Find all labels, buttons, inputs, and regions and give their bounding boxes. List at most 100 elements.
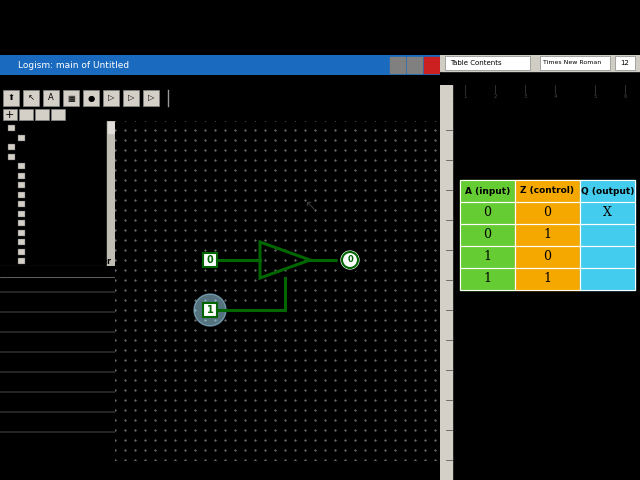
Bar xyxy=(83,90,99,106)
Text: Label Location: Label Location xyxy=(2,398,58,408)
Bar xyxy=(18,201,25,207)
Text: OR Gate: OR Gate xyxy=(36,190,68,199)
Bar xyxy=(108,122,114,133)
Bar xyxy=(580,246,635,268)
Bar xyxy=(143,90,159,106)
Bar xyxy=(515,202,580,224)
Text: SansSerif Plain 12: SansSerif Plain 12 xyxy=(58,419,127,428)
Text: 1: 1 xyxy=(463,95,467,99)
Bar xyxy=(23,90,39,106)
Bar xyxy=(18,220,25,226)
Bar xyxy=(8,125,15,131)
Bar xyxy=(18,229,25,236)
Text: Three-state?: Three-state? xyxy=(2,338,51,348)
Text: Buffer: Buffer xyxy=(36,171,60,180)
Text: Logism: main of Untitled: Logism: main of Untitled xyxy=(18,60,129,70)
Text: NAND Gate: NAND Gate xyxy=(36,200,79,208)
Bar xyxy=(460,246,515,268)
Bar xyxy=(460,268,515,290)
FancyBboxPatch shape xyxy=(445,56,530,70)
Text: Help: Help xyxy=(205,77,225,86)
Text: File: File xyxy=(5,77,19,86)
FancyBboxPatch shape xyxy=(615,56,635,70)
Bar xyxy=(424,57,439,73)
Bar xyxy=(515,202,580,224)
Text: 1: 1 xyxy=(543,228,552,241)
Text: Pin: Pin xyxy=(49,267,65,276)
Text: X: X xyxy=(603,206,612,219)
Bar xyxy=(460,224,515,246)
Text: Label Font: Label Font xyxy=(2,419,42,428)
Text: A: A xyxy=(178,253,186,266)
Bar xyxy=(18,249,25,254)
Bar xyxy=(43,90,59,106)
Text: Project: Project xyxy=(55,77,84,86)
Bar xyxy=(460,268,515,290)
Text: Gates: Gates xyxy=(26,152,49,161)
Text: 12: 12 xyxy=(621,60,629,66)
Bar xyxy=(580,202,635,224)
Bar xyxy=(103,90,119,106)
Bar xyxy=(515,224,580,246)
Bar xyxy=(580,224,635,246)
Text: 1: 1 xyxy=(483,273,492,286)
Text: Q (output): Q (output) xyxy=(581,187,634,195)
Text: ↖: ↖ xyxy=(304,198,316,212)
Bar xyxy=(18,163,25,169)
Bar xyxy=(515,224,580,246)
Text: West: West xyxy=(58,398,77,408)
Bar xyxy=(203,303,217,317)
FancyBboxPatch shape xyxy=(540,56,610,70)
Text: No: No xyxy=(58,299,68,308)
Text: NOT Gate: NOT Gate xyxy=(36,161,73,170)
Text: A: A xyxy=(48,94,54,103)
Bar xyxy=(390,57,405,73)
Text: 0: 0 xyxy=(207,255,213,265)
Bar xyxy=(3,90,19,106)
Bar xyxy=(580,268,635,290)
Text: Z (control): Z (control) xyxy=(520,187,575,195)
Bar xyxy=(18,258,25,264)
Bar xyxy=(8,277,15,283)
Bar xyxy=(580,268,635,290)
Text: 0: 0 xyxy=(483,206,492,219)
Text: ▦: ▦ xyxy=(67,94,75,103)
Text: ●: ● xyxy=(88,94,95,103)
Text: XOR Gate: XOR Gate xyxy=(36,218,73,228)
Bar xyxy=(19,109,33,120)
Bar xyxy=(460,246,515,268)
Circle shape xyxy=(342,252,358,268)
Bar xyxy=(580,202,635,224)
Text: ⬆: ⬆ xyxy=(8,94,15,103)
Text: Edit: Edit xyxy=(30,77,46,86)
Text: 0: 0 xyxy=(543,251,552,264)
Bar xyxy=(18,172,25,179)
Bar xyxy=(580,180,635,202)
Text: Z: Z xyxy=(178,303,186,316)
Text: AND Gate: AND Gate xyxy=(36,180,74,190)
Bar xyxy=(8,154,15,159)
Bar xyxy=(515,246,580,268)
Circle shape xyxy=(339,249,361,271)
Bar xyxy=(123,90,139,106)
Text: ▷: ▷ xyxy=(148,94,154,103)
Text: ↖: ↖ xyxy=(28,94,35,103)
Bar xyxy=(63,90,79,106)
Text: A (input): A (input) xyxy=(465,187,510,195)
Text: Data Bits: Data Bits xyxy=(2,319,37,327)
Text: ▷: ▷ xyxy=(108,94,115,103)
Text: East: East xyxy=(58,278,75,288)
Bar xyxy=(18,211,25,216)
Text: NOR Gate: NOR Gate xyxy=(36,209,74,218)
Text: Output?: Output? xyxy=(2,299,33,308)
Bar xyxy=(515,246,580,268)
Text: Odd Parity: Odd Parity xyxy=(36,238,76,247)
Bar xyxy=(580,224,635,246)
Text: Pull Behavior: Pull Behavior xyxy=(2,359,52,368)
Text: 1: 1 xyxy=(483,251,492,264)
Bar xyxy=(3,109,17,120)
Text: Wiring: Wiring xyxy=(26,143,51,152)
Bar xyxy=(515,180,580,202)
Bar xyxy=(18,267,25,274)
Text: main: main xyxy=(36,133,55,142)
